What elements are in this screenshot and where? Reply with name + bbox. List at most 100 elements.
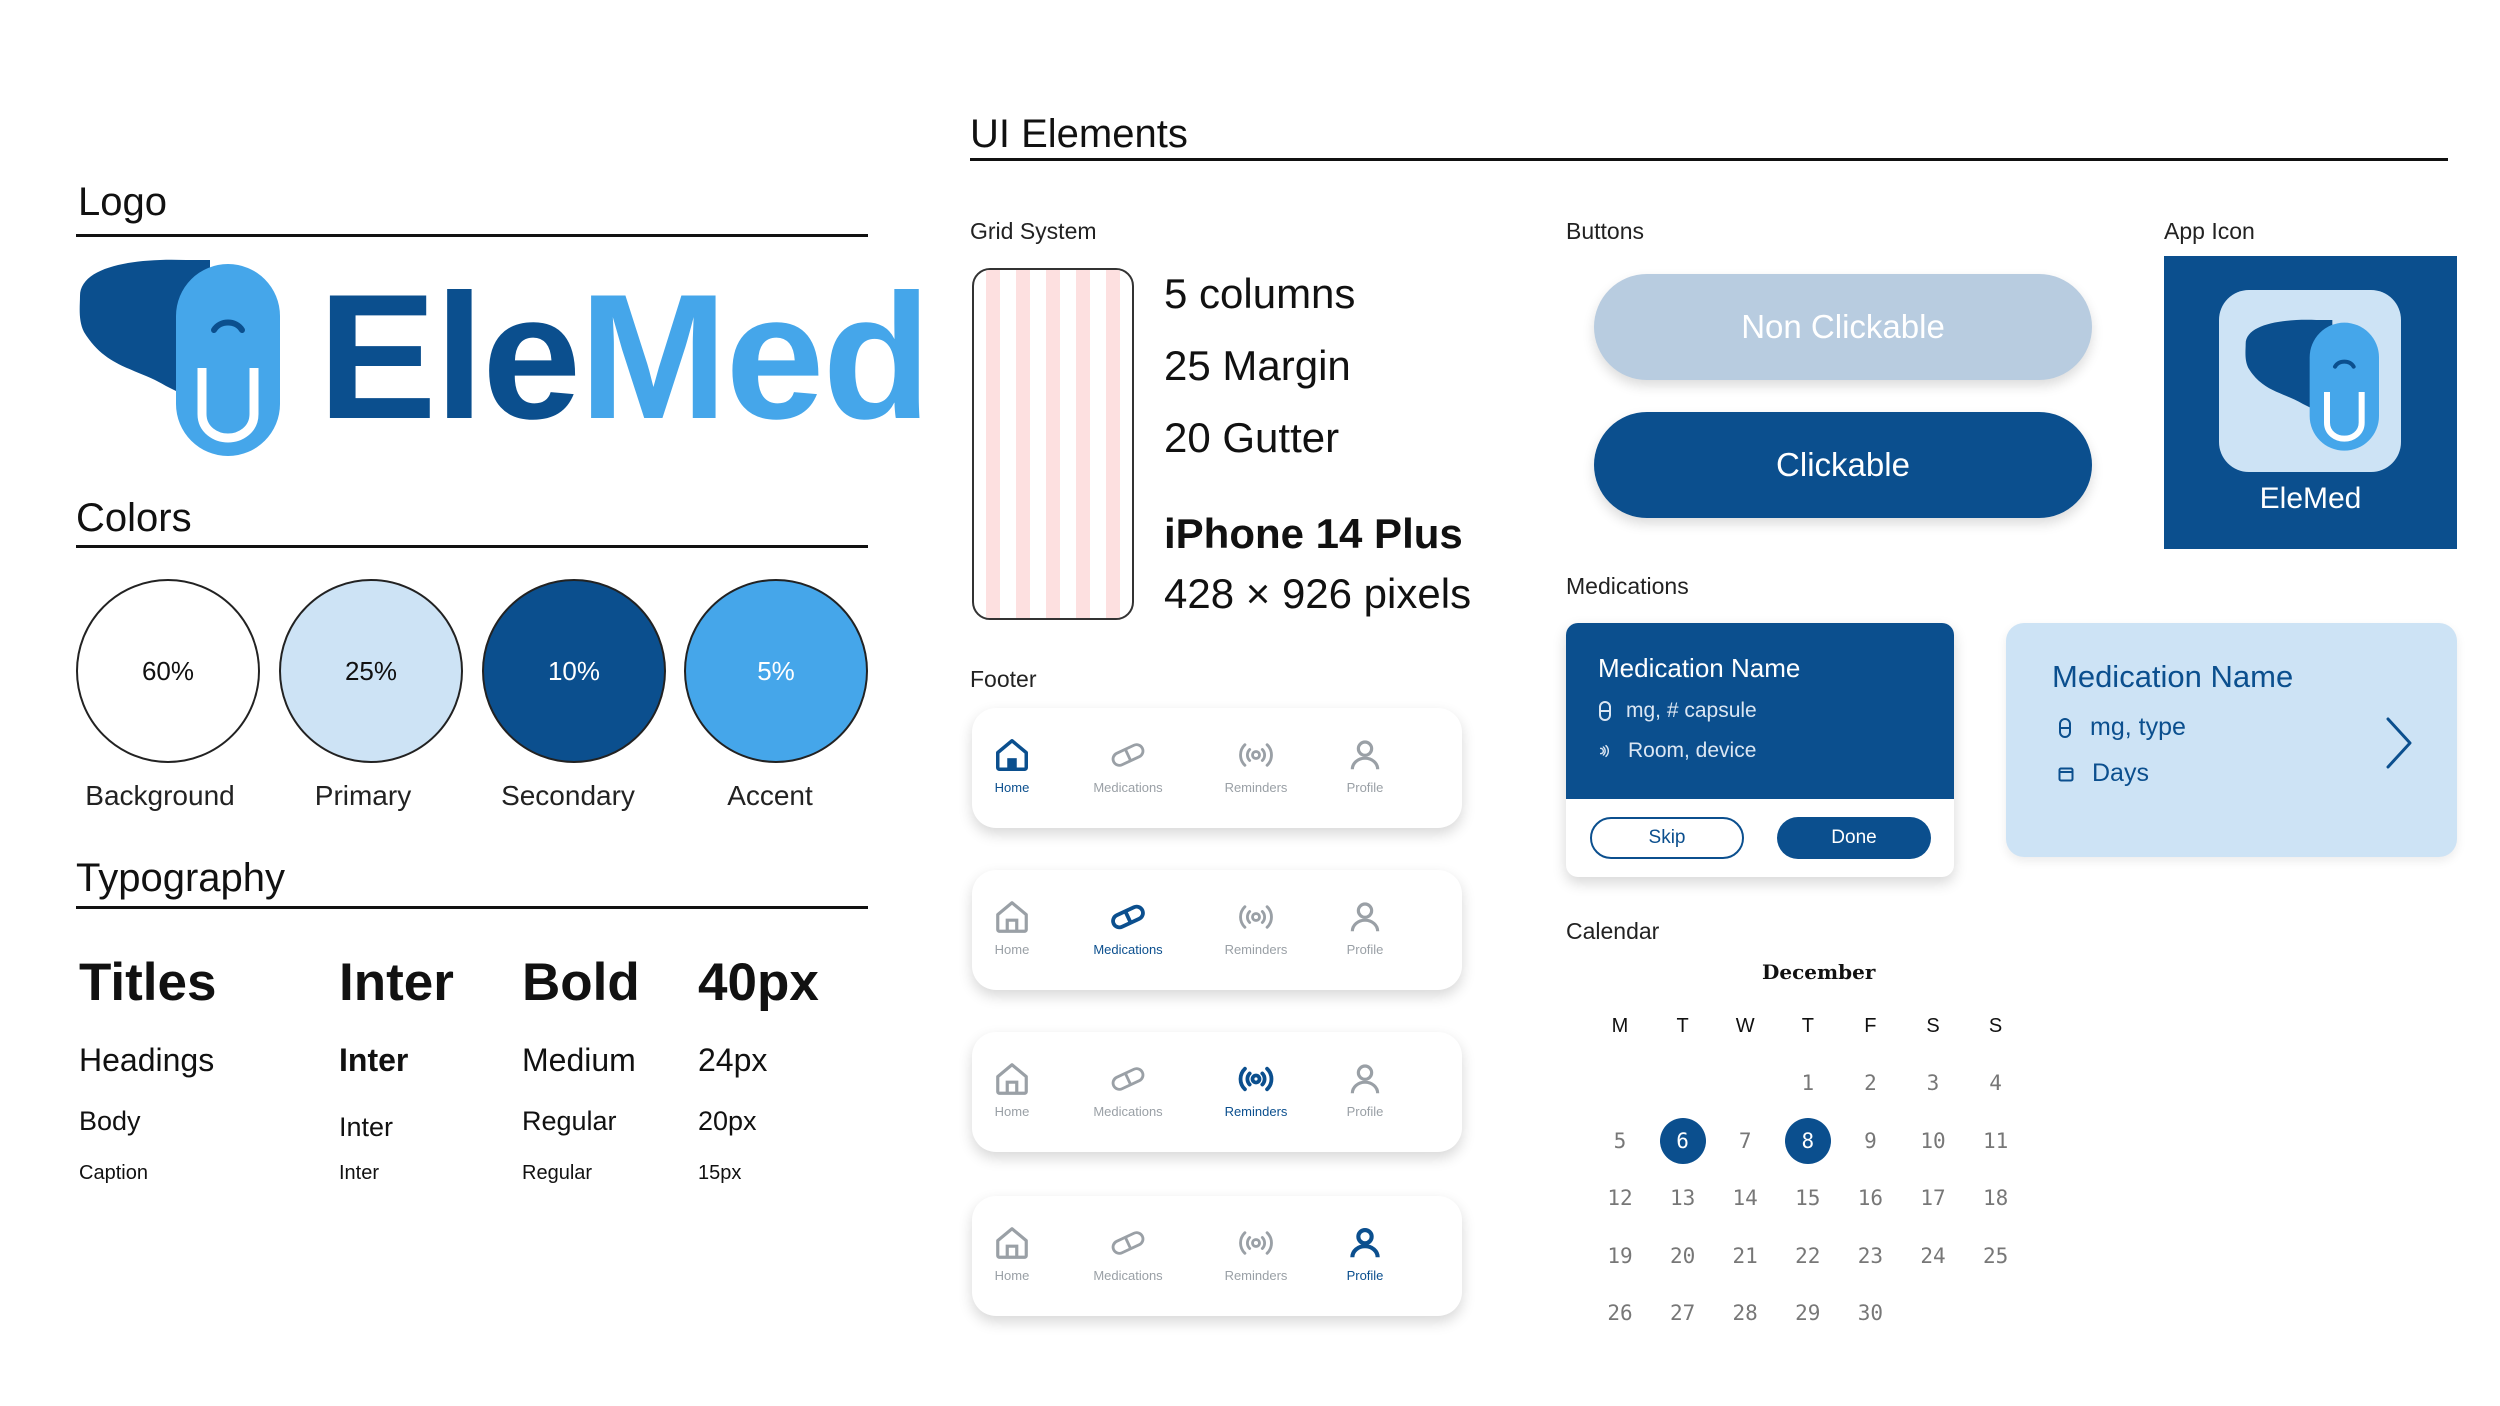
calendar-day[interactable]: 25 [1982, 1243, 2009, 1268]
calendar-day[interactable]: 5 [1613, 1128, 1627, 1153]
footer-tab-profile[interactable]: Profile [1310, 1060, 1420, 1119]
footer-tab-medications[interactable]: Medications [1073, 898, 1183, 957]
calendar-day[interactable]: 10 [1920, 1128, 1946, 1153]
calendar-day[interactable]: 28 [1732, 1301, 1758, 1325]
calendar-day[interactable]: 1 [1801, 1071, 1815, 1096]
grid-column [986, 270, 1000, 618]
calendar-day[interactable]: 9 [1864, 1128, 1877, 1153]
swatch-percent: 10% [547, 655, 601, 686]
calendar-day[interactable]: 30 [1857, 1301, 1884, 1325]
calendar-day[interactable]: 13 [1669, 1186, 1696, 1211]
logo-mark-icon [76, 258, 286, 465]
home-icon [996, 739, 1028, 771]
calendar-weekday: W [1735, 1014, 1755, 1037]
calendar-day[interactable]: 7 [1738, 1128, 1752, 1153]
footer-tab-profile[interactable]: Profile [1310, 736, 1420, 795]
calendar-day[interactable]: 27 [1669, 1301, 1696, 1325]
calendar-day[interactable]: 15 [1795, 1186, 1821, 1211]
broadcast-icon [1238, 1066, 1274, 1092]
medication-dose-row: mg, # capsule [1598, 699, 1757, 723]
footer-tab-profile[interactable]: Profile [1310, 1224, 1420, 1283]
footer-bar-medications-active: Home Medications Reminders Profile [972, 870, 1462, 990]
medications-label: Medications [1566, 573, 1689, 599]
calendar-day[interactable]: 2 [1864, 1071, 1877, 1096]
swatch-name: Background [85, 780, 235, 811]
calendar-day[interactable]: 18 [1982, 1186, 2009, 1211]
type-font-body: Inter [339, 1112, 394, 1142]
calendar-day[interactable]: 16 [1857, 1186, 1884, 1211]
footer-tab-home[interactable]: Home [957, 1060, 1067, 1119]
clickable-button[interactable]: Clickable [1594, 412, 2092, 518]
swatch-name: Primary [314, 780, 412, 811]
broadcast-icon [1239, 1231, 1273, 1255]
calendar-day[interactable]: 23 [1857, 1243, 1884, 1268]
app-icon-name: EleMed [2259, 482, 2362, 515]
footer-bar-home-active: Home Medications Reminders Profile [972, 708, 1462, 828]
footer-tab-medications[interactable]: Medications [1073, 1060, 1183, 1119]
calendar-day[interactable]: 12 [1607, 1186, 1633, 1211]
profile-icon [1350, 1064, 1380, 1094]
footer-tab-label: Reminders [1224, 942, 1288, 957]
swatch-percent: 60% [141, 655, 195, 686]
footer-tab-label: Profile [1346, 942, 1384, 957]
calendar-day-selected[interactable]: 6 [1659, 1117, 1706, 1164]
skip-button[interactable]: Skip [1590, 817, 1744, 859]
footer-tab-reminders[interactable]: Reminders [1201, 736, 1311, 795]
calendar-icon [2058, 767, 2074, 781]
calendar-weekday: M [1611, 1014, 1629, 1037]
typography-divider [76, 906, 868, 909]
footer-tab-reminders[interactable]: Reminders [1201, 1224, 1311, 1283]
type-weight-caption: Regular [522, 1162, 593, 1184]
calendar-day[interactable]: 17 [1920, 1186, 1946, 1211]
type-size-titles: 40px [698, 953, 819, 1012]
calendar-weekday: T [1676, 1014, 1689, 1037]
logo-divider [76, 234, 868, 237]
calendar-day[interactable]: 3 [1926, 1071, 1940, 1096]
grid-column [1076, 270, 1090, 618]
footer-tab-home[interactable]: Home [957, 736, 1067, 795]
calendar-day[interactable]: 24 [1920, 1243, 1946, 1268]
footer-tab-profile[interactable]: Profile [1310, 898, 1420, 957]
type-size-headings: 24px [698, 1042, 768, 1078]
type-weight-headings: Medium [522, 1042, 636, 1078]
type-font-headings: Inter [339, 1042, 409, 1078]
calendar-day[interactable]: 26 [1607, 1301, 1633, 1325]
calendar-day-selected[interactable]: 8 [1784, 1117, 1831, 1164]
footer-tab-medications[interactable]: Medications [1073, 1224, 1183, 1283]
medication-card-list-item[interactable]: Medication Name mg, type Days [2006, 623, 2457, 857]
footer-bar-reminders-active: Home Medications Reminders Profile [972, 1032, 1462, 1152]
swatch-primary: 25% [279, 579, 463, 763]
pill-icon [1111, 1231, 1145, 1255]
footer-tab-reminders[interactable]: Reminders [1201, 1060, 1311, 1119]
type-weight-body: Regular [522, 1106, 617, 1136]
calendar-day[interactable]: 29 [1795, 1301, 1821, 1325]
type-role-titles: Titles [79, 953, 217, 1012]
capsule-icon [1599, 701, 1611, 721]
calendar-weekday: T [1801, 1014, 1814, 1037]
app-icon-tile [2219, 290, 2401, 472]
footer-tab-label: Medications [1093, 942, 1163, 957]
nfc-icon [1599, 744, 1610, 758]
footer-tab-label: Home [994, 1268, 1030, 1283]
logo-mark-icon [2245, 319, 2379, 451]
swatch-accent: 5% [684, 579, 868, 763]
footer-tab-home[interactable]: Home [957, 898, 1067, 957]
calendar-day[interactable]: 11 [1982, 1128, 2009, 1153]
calendar-day[interactable]: 19 [1607, 1243, 1633, 1268]
calendar-weekday: F [1864, 1014, 1877, 1037]
calendar-day[interactable]: 4 [1989, 1071, 2002, 1096]
footer-tab-label: Reminders [1224, 1268, 1288, 1283]
footer-tab-reminders[interactable]: Reminders [1201, 898, 1311, 957]
footer-tab-home[interactable]: Home [957, 1224, 1067, 1283]
type-font-caption: Inter [339, 1162, 380, 1184]
footer-tab-label: Reminders [1224, 1104, 1288, 1119]
calendar-day[interactable]: 14 [1732, 1186, 1758, 1211]
footer-tab-medications[interactable]: Medications [1073, 736, 1183, 795]
calendar-day[interactable]: 21 [1732, 1243, 1758, 1268]
calendar-day[interactable]: 20 [1669, 1243, 1696, 1268]
calendar-day[interactable]: 22 [1795, 1243, 1821, 1268]
chevron-right-icon[interactable] [2384, 715, 2414, 771]
home-icon [996, 901, 1028, 933]
profile-icon [1350, 1227, 1380, 1258]
done-button[interactable]: Done [1777, 817, 1931, 859]
